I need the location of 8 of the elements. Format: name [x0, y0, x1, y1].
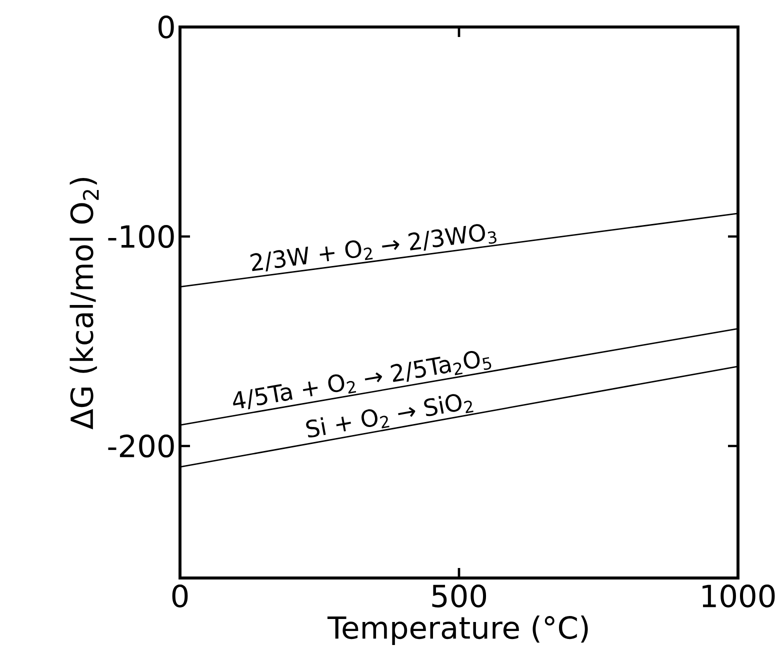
x-tick-label: 1000	[702, 584, 775, 608]
y-tick-label: -100	[108, 224, 174, 248]
y-axis-title: ΔG (kcal/mol O$_{2}$)	[70, 178, 99, 430]
annotation: 2/3W + O$_{2}$ → 2/3WO$_{3}$	[250, 224, 496, 272]
y-tick-label: 0	[158, 15, 174, 38]
x-axis-title: Temperature (°C)	[327, 616, 588, 645]
x-tick-label: 500	[432, 584, 486, 608]
y-tick-label: -200	[108, 434, 174, 458]
